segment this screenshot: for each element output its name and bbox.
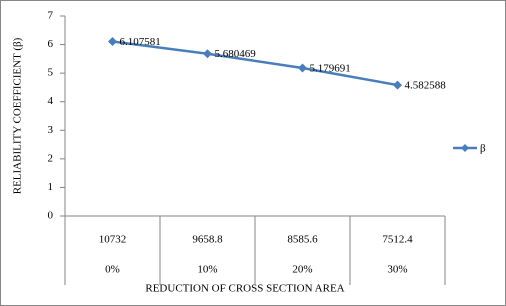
series-line bbox=[112, 40, 398, 87]
x-tick-label: 10732 bbox=[99, 234, 127, 246]
data-label: 5.179691 bbox=[310, 63, 351, 75]
y-axis-title: RELIABILITY COEFFICIENT (β) bbox=[12, 37, 24, 194]
y-tick-label: 0 bbox=[48, 210, 54, 222]
x-tick-label: 8585.6 bbox=[287, 234, 318, 246]
y-tick-label: 4 bbox=[48, 95, 54, 107]
x-axis-title: REDUCTION OF CROSS SECTION AREA bbox=[145, 283, 344, 295]
y-tick-label: 2 bbox=[48, 152, 54, 164]
x-group-label: 30% bbox=[387, 264, 407, 276]
x-tick-label: 7512.4 bbox=[382, 234, 413, 246]
data-label: 5.680469 bbox=[215, 48, 257, 60]
y-tick-label: 5 bbox=[48, 67, 54, 79]
data-label: 6.107581 bbox=[120, 36, 161, 48]
y-tick-label: 1 bbox=[48, 181, 54, 193]
point bbox=[298, 63, 307, 73]
legend-label: β bbox=[480, 143, 486, 155]
x-group-label: 0% bbox=[105, 264, 120, 276]
data-label: 4.582588 bbox=[405, 80, 447, 92]
x-group-label: 10% bbox=[197, 264, 217, 276]
y-tick-label: 6 bbox=[48, 38, 54, 50]
point bbox=[108, 36, 117, 46]
legend-marker bbox=[461, 144, 469, 152]
y-tick-label: 3 bbox=[48, 124, 54, 136]
y-tick-label: 7 bbox=[48, 10, 54, 22]
x-group-label: 20% bbox=[292, 264, 312, 276]
point bbox=[203, 49, 212, 59]
point bbox=[393, 80, 402, 90]
x-tick-label: 9658.8 bbox=[192, 234, 223, 246]
